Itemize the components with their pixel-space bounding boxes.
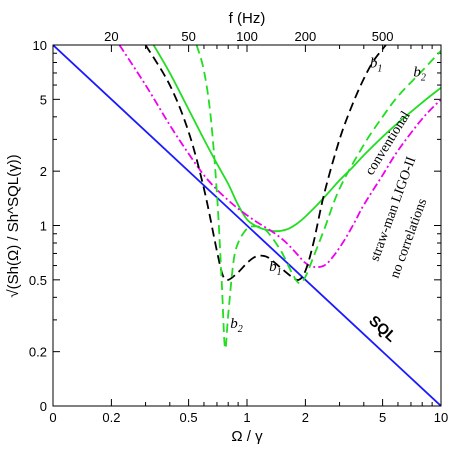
x-tick-label: 0.2	[102, 410, 120, 425]
series-sql	[53, 45, 441, 406]
annotation-b2-top: b2	[413, 64, 426, 83]
plot-frame	[52, 44, 442, 407]
top-tick-label: 100	[236, 29, 258, 44]
series-layer	[53, 45, 441, 406]
annotation-b2-low: b2	[230, 316, 243, 335]
x-tick-label: 10	[434, 410, 448, 425]
y-tick-label: 0	[40, 399, 47, 414]
y-axis-label: √(Sh(Ω) / Sh^SQL(γ))	[5, 154, 22, 297]
y-tick-label: 2	[40, 164, 47, 179]
series-b1	[144, 45, 387, 281]
series-conventional	[152, 45, 441, 233]
y-tick-label: 0.2	[29, 345, 47, 360]
x-tick-label: 1	[243, 410, 250, 425]
series-straw-man	[118, 45, 441, 269]
x-tick-label: 0.5	[180, 410, 198, 425]
top-tick-label: 50	[181, 29, 195, 44]
top-axis-label: f (Hz)	[229, 10, 266, 27]
series-group	[53, 45, 441, 406]
y-tick-label: 1	[40, 219, 47, 234]
x-axis-label: Ω / γ	[231, 428, 263, 445]
x-tick-label: 2	[302, 410, 309, 425]
series-b2	[195, 45, 441, 350]
y-tick-label: 0.5	[29, 273, 47, 288]
annotation-b1-top: b1	[370, 56, 383, 75]
x-tick-label: 0	[49, 410, 56, 425]
top-tick-label: 20	[104, 29, 118, 44]
y-tick-label: 5	[40, 92, 47, 107]
top-tick-label: 500	[372, 29, 394, 44]
annotation-b1-mid: b1	[269, 259, 282, 278]
x-tick-label: 5	[379, 410, 386, 425]
top-tick-label: 200	[295, 29, 317, 44]
y-tick-label: 10	[33, 38, 47, 53]
